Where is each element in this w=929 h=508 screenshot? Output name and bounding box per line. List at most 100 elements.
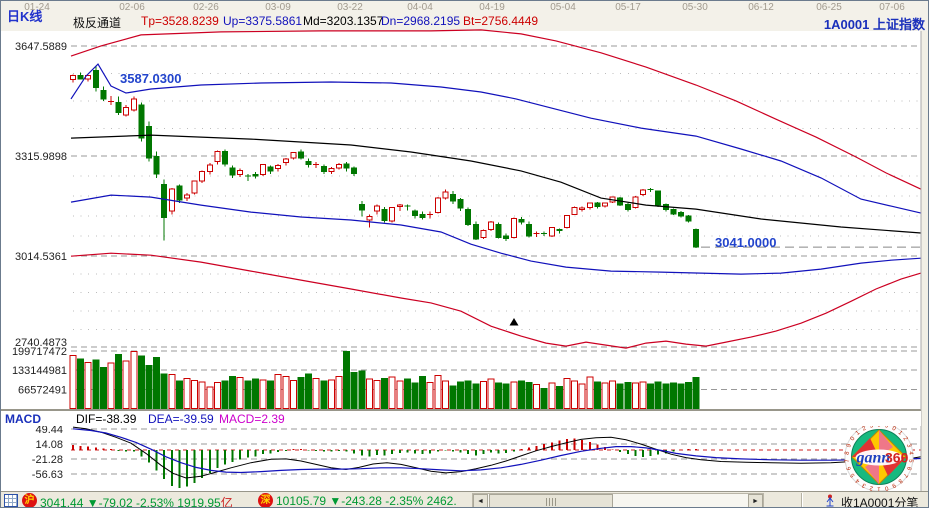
volume-bar bbox=[365, 378, 373, 409]
candle-body bbox=[343, 163, 350, 169]
volume-bar bbox=[153, 356, 161, 410]
volume-bar bbox=[449, 385, 457, 410]
volume-bar bbox=[320, 380, 328, 409]
candle-body bbox=[518, 218, 525, 223]
axis-labels: 3647.5889 3315.9898 3014.5361 2740.48731997… bbox=[12, 41, 67, 481]
volume-bar bbox=[548, 382, 556, 410]
tab-daily-kline[interactable]: 日K线 bbox=[7, 9, 43, 24]
volume-bar bbox=[198, 381, 206, 409]
scrollbar-grip bbox=[546, 498, 556, 506]
logo-text-gann: gann bbox=[856, 450, 891, 467]
candle-body bbox=[465, 208, 472, 225]
candle-body bbox=[222, 150, 228, 165]
scrollbar-thumb[interactable] bbox=[489, 494, 613, 507]
candle-body bbox=[320, 165, 327, 173]
volume-bar bbox=[403, 378, 411, 409]
shenzhen-quote: 10105.79 ▼-243.28 -2.35% 2462. bbox=[276, 494, 457, 508]
right-margin bbox=[921, 31, 928, 491]
volume-bar bbox=[115, 353, 123, 410]
candle-body bbox=[412, 210, 418, 217]
volume-bar bbox=[639, 381, 647, 409]
date-label: 05-17 bbox=[615, 2, 641, 13]
volume-bar bbox=[669, 382, 677, 410]
volume-bar bbox=[282, 375, 290, 409]
volume-bar bbox=[441, 380, 449, 409]
candle-body bbox=[693, 228, 700, 248]
volume-bar bbox=[92, 359, 100, 410]
indicator-name[interactable]: 极反通道 bbox=[73, 16, 122, 30]
candle-body bbox=[336, 164, 342, 169]
shenzhen-quote-text: 10105.79 ▼-243.28 -2.35% 2462. bbox=[276, 494, 457, 508]
volume-bar bbox=[502, 383, 510, 409]
date-label: 04-04 bbox=[407, 2, 433, 13]
logo-ring-digit: 0 bbox=[891, 426, 897, 433]
scroll-left-button[interactable]: ◄ bbox=[473, 494, 488, 507]
volume-bar bbox=[122, 360, 130, 409]
volume-bar bbox=[99, 367, 107, 409]
candle-body bbox=[586, 202, 593, 209]
horizontal-scrollbar[interactable]: ◄ ► bbox=[472, 493, 764, 507]
candle-body bbox=[275, 164, 282, 170]
candle-body bbox=[351, 167, 358, 175]
candle-body bbox=[685, 215, 692, 222]
candle-body bbox=[237, 169, 244, 176]
dif-line bbox=[72, 426, 922, 479]
volume-bar bbox=[145, 364, 153, 409]
candle-body bbox=[374, 205, 380, 212]
date-label: 01-24 bbox=[24, 2, 50, 13]
fenbi-link[interactable]: 收1A0001分笔 bbox=[841, 496, 919, 508]
candle-body bbox=[632, 196, 639, 209]
volume-bar bbox=[609, 380, 617, 409]
logo-ring-digit: 2 bbox=[902, 436, 909, 443]
volume-bar bbox=[472, 383, 480, 409]
volume-bar bbox=[540, 387, 548, 409]
logo-ring-digit: 0 bbox=[884, 484, 889, 491]
scroll-right-button[interactable]: ► bbox=[748, 494, 763, 507]
candle-body bbox=[146, 125, 152, 159]
volume-bar bbox=[631, 382, 639, 410]
volume-bar bbox=[183, 377, 191, 409]
volume-bar bbox=[586, 376, 594, 409]
channel-line-bt bbox=[70, 252, 922, 349]
date-label: 02-06 bbox=[119, 2, 145, 13]
candle-body bbox=[450, 193, 456, 202]
candle-body bbox=[100, 90, 107, 100]
volume-bar bbox=[289, 379, 297, 410]
logo-ring-digit: 5 bbox=[849, 471, 856, 478]
price-tick-label: 3315.9898 bbox=[15, 151, 67, 163]
last-price-label: 3041.0000 bbox=[715, 235, 776, 250]
quote-table-icon[interactable] bbox=[4, 494, 18, 507]
logo-ring-digit: 3 bbox=[869, 423, 874, 430]
volume-tick-label: 133144981 bbox=[12, 365, 67, 377]
indicator-value: Dn=2968.2195 bbox=[381, 14, 461, 28]
candle-body bbox=[199, 171, 206, 182]
indicator-value: Tp=3528.8239 bbox=[141, 14, 219, 28]
logo-ring-digit: 2 bbox=[861, 425, 867, 432]
candle-body bbox=[176, 185, 183, 201]
channel-line-tp bbox=[70, 29, 922, 190]
candle-body bbox=[480, 230, 487, 239]
volume-bar bbox=[555, 386, 563, 409]
volume-bar bbox=[388, 376, 396, 409]
candle-body bbox=[77, 74, 84, 80]
date-axis: 01-24 02-06 02-26 03-09 03-22 04-04 04-19 05-04… bbox=[1, 2, 928, 13]
candlesticks bbox=[70, 66, 700, 249]
macd-header: MACD DIF=-38.39 DEA=-39.59 MACD=2.39 bbox=[1, 410, 921, 426]
volume-bar bbox=[327, 379, 335, 409]
candle-body bbox=[602, 202, 608, 207]
volume-bar bbox=[84, 362, 92, 409]
volume-bar bbox=[495, 382, 503, 410]
candle-body bbox=[571, 206, 578, 215]
candle-body bbox=[138, 104, 145, 139]
candle-body bbox=[92, 69, 99, 88]
volume-bar bbox=[571, 380, 579, 409]
volume-bar bbox=[221, 380, 229, 409]
macd-pane-title[interactable]: MACD bbox=[5, 412, 41, 426]
volume-bar bbox=[206, 386, 214, 409]
logo-text-360: 360 bbox=[885, 450, 909, 466]
date-label: 06-25 bbox=[816, 2, 842, 13]
candle-body bbox=[298, 151, 304, 159]
candle-body bbox=[503, 235, 510, 239]
logo-ring-digit: 2 bbox=[868, 484, 873, 491]
candle-body bbox=[655, 190, 662, 206]
